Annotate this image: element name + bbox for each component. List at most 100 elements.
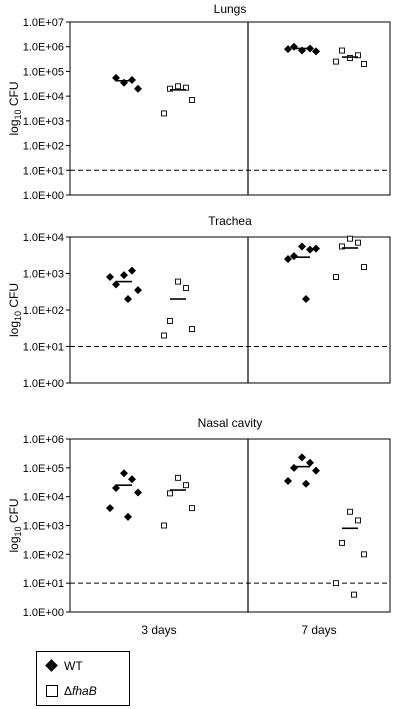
data-point-wt [312,47,320,56]
data-point-wt [302,479,310,488]
data-point-wt [284,254,292,263]
data-point-fhab [347,55,353,61]
data-point-wt [312,466,320,475]
data-point-wt [124,295,132,304]
data-point-fhab [183,482,189,489]
y-tick-label: 1.0E+00 [23,190,64,202]
plot-frame [69,236,391,384]
data-point-fhab [347,508,353,515]
legend-item-fhab: ΔfhaB [46,684,97,698]
y-tick-label: 1.0E+03 [23,269,64,281]
data-point-wt [134,84,142,93]
filled-diamond-icon [46,660,58,672]
y-label-subscript: 10 [13,311,23,321]
data-point-wt [124,512,132,521]
data-point-fhab [175,83,181,90]
y-tick-label: 1.0E+04 [23,492,64,504]
data-point-fhab [351,591,357,598]
data-point-wt [128,266,136,275]
data-point-fhab [175,474,181,481]
data-point-wt [284,45,292,54]
y-tick-label: 1.0E+00 [23,378,64,390]
legend-item-wt: WT [46,659,83,673]
data-point-wt [290,463,298,472]
data-point-wt [120,271,128,280]
panel-lungs: Lungs log10 CFU 1.0E+00 1.0E+01 1.0E+02 1.0E+… [7,2,391,202]
panel-title: Trachea [208,214,252,228]
y-tick-label: 1.0E+00 [23,607,64,619]
data-point-fhab [167,318,173,324]
gene-name: fhaB [72,684,97,698]
y-tick-label: 1.0E+01 [23,165,64,177]
y-tick-label: 1.0E+06 [23,42,64,54]
data-point-wt [120,78,128,87]
y-label-base: log [7,120,21,136]
y-label-base: log [7,537,21,553]
y-tick-label: 1.0E+02 [23,141,64,153]
data-point-wt [120,469,128,478]
y-tick-label: 1.0E+05 [23,66,64,78]
legend: WT ΔfhaB [36,651,130,706]
y-label-unit: CFU [7,81,21,109]
data-point-wt [134,488,142,497]
data-point-fhab [161,332,167,339]
plot-frame [69,21,391,196]
delta-prefix: Δ [64,684,73,698]
data-point-wt [284,476,292,485]
data-point-fhab [355,239,361,246]
y-label-subscript: 10 [13,109,23,119]
data-point-fhab [355,517,361,524]
plot-frame [69,438,391,613]
panel-title: Lungs [214,2,247,16]
x-tick-label: 7 days [301,623,336,637]
y-axis-label: log10 CFU [7,81,23,135]
data-point-wt [134,286,142,295]
legend-label-wt: WT [64,659,83,673]
data-point-fhab [183,285,189,291]
data-point-wt [128,475,136,484]
data-point-fhab [347,235,353,242]
legend-label-fhab: ΔfhaB [64,684,97,698]
y-tick-label: 1.0E+01 [23,578,64,590]
data-point-wt [112,280,120,289]
y-tick-label: 1.0E+02 [23,305,64,317]
data-point-fhab [189,97,195,103]
data-point-wt [290,252,298,261]
y-label-base: log [7,321,21,337]
data-point-fhab [161,522,167,529]
panel-trachea: Trachea log10 CFU 1.0E+00 1.0E+01 1.0E+02 1.0… [7,214,391,390]
y-tick-label: 1.0E+03 [23,116,64,128]
data-point-wt [298,242,306,251]
y-tick-label: 1.0E+04 [23,91,64,103]
y-label-unit: CFU [7,498,21,526]
data-point-fhab [167,85,173,92]
data-point-fhab [339,539,345,546]
y-axis-label: log10 CFU [7,498,23,552]
y-tick-label: 1.0E+04 [23,232,64,244]
data-point-wt [106,504,114,513]
data-point-wt [302,295,310,304]
y-tick-label: 1.0E+01 [23,342,64,354]
data-point-fhab [339,47,345,54]
data-point-wt [306,245,314,254]
data-point-wt [298,453,306,462]
y-tick-label: 1.0E+07 [23,17,64,29]
data-point-fhab [361,551,367,558]
data-point-fhab [333,274,339,280]
data-point-fhab [361,61,367,67]
data-point-wt [306,458,314,467]
y-tick-label: 1.0E+03 [23,521,64,533]
data-point-wt [112,73,120,82]
data-point-fhab [333,58,339,65]
open-square-icon [46,685,58,697]
data-point-fhab [167,490,173,497]
y-label-unit: CFU [7,283,21,311]
y-tick-label: 1.0E+06 [23,434,64,446]
panel-title: Nasal cavity [198,416,263,430]
data-point-fhab [189,326,195,333]
data-point-wt [106,273,114,282]
data-point-fhab [161,110,167,117]
y-label-subscript: 10 [13,526,23,536]
y-tick-label: 1.0E+02 [23,549,64,561]
